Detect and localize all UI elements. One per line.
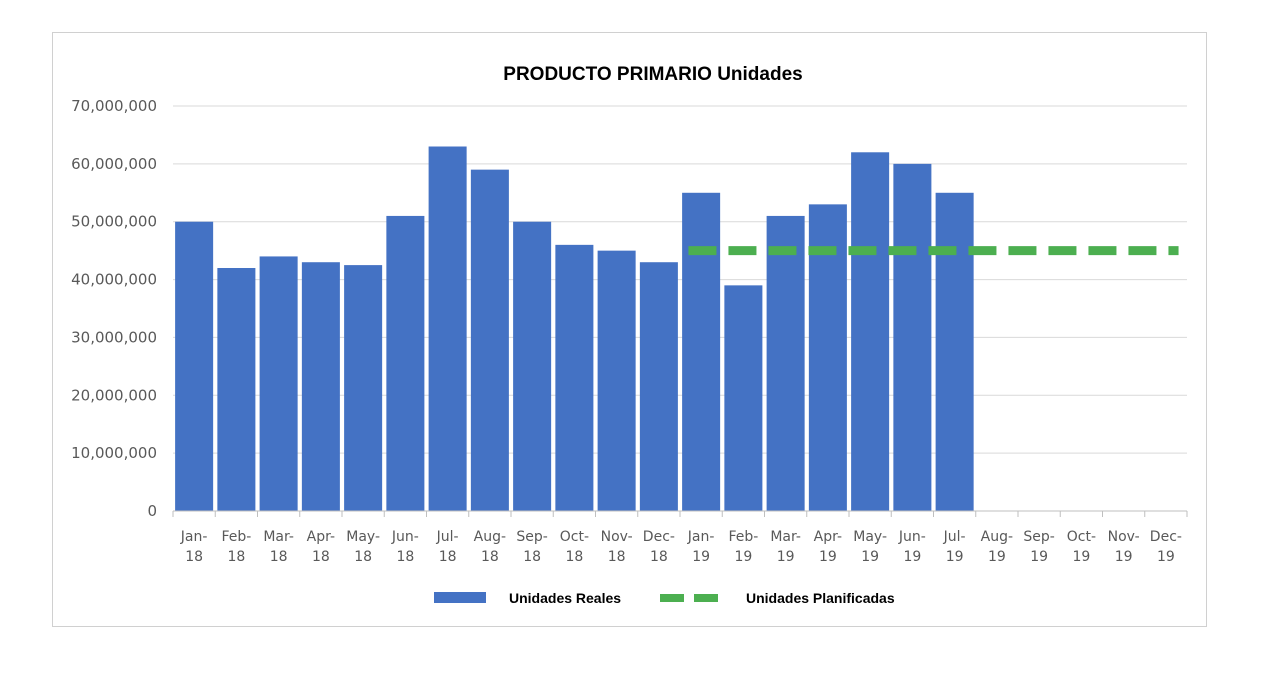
x-tick-label: Jan- (687, 529, 715, 545)
x-tick-label: 18 (270, 549, 288, 565)
x-tick-label: 19 (692, 549, 710, 565)
x-tick-label: Aug- (474, 529, 506, 545)
y-tick-label: 20,000,000 (71, 386, 157, 404)
x-tick-label: Jul- (943, 529, 966, 545)
bar (724, 285, 763, 511)
x-tick-label: Apr- (814, 529, 842, 545)
x-tick-label: 19 (988, 549, 1006, 565)
x-tick-label: 18 (227, 549, 245, 565)
x-tick-label: Oct- (1067, 529, 1096, 545)
y-tick-label: 0 (147, 502, 157, 520)
bar (935, 192, 974, 512)
bar (217, 268, 256, 511)
y-tick-label: 30,000,000 (71, 328, 157, 346)
legend-label-reales: Unidades Reales (509, 590, 621, 606)
chart-title: PRODUCTO PRIMARIO Unidades (503, 64, 802, 85)
x-tick-label: 19 (861, 549, 879, 565)
x-tick-label: Apr- (307, 529, 335, 545)
x-tick-label: 18 (523, 549, 541, 565)
bar (259, 256, 298, 511)
x-tick-label: Nov- (601, 529, 633, 545)
x-tick-label: 19 (1072, 549, 1090, 565)
bar (597, 250, 636, 511)
x-tick-label: Sep- (1023, 529, 1054, 545)
x-tick-label: Jun- (391, 529, 419, 545)
bar (682, 192, 721, 512)
x-tick-label: 18 (185, 549, 203, 565)
x-tick-label: Aug- (981, 529, 1013, 545)
x-tick-label: May- (346, 529, 380, 545)
x-tick-label: 18 (354, 549, 372, 565)
x-tick-label: Nov- (1108, 529, 1140, 545)
y-tick-label: 10,000,000 (71, 444, 157, 462)
x-tick-label: Mar- (263, 529, 294, 545)
x-tick-label: Jan- (180, 529, 208, 545)
y-tick-label: 40,000,000 (71, 271, 157, 289)
x-tick-label: Dec- (643, 529, 675, 545)
bar (893, 163, 932, 511)
x-tick-label: 18 (650, 549, 668, 565)
x-tick-label: Jun- (898, 529, 926, 545)
bar-series (175, 146, 974, 512)
x-tick-label: 19 (1115, 549, 1133, 565)
x-tick-label: Jul- (436, 529, 459, 545)
y-tick-label: 60,000,000 (71, 155, 157, 173)
bar (555, 244, 594, 511)
x-tick-label: 19 (819, 549, 837, 565)
x-tick-label: 19 (777, 549, 795, 565)
x-tick-label: Feb- (221, 529, 251, 545)
bar (175, 221, 214, 511)
x-tick-label: 19 (1157, 549, 1175, 565)
y-axis-ticks: 0 10,000,000 20,000,000 30,000,000 40,000,00… (71, 97, 157, 520)
x-axis: Jan- 18 Feb- 18 Mar- 18 Apr- 18 May- 18 Jun- 18 Jul-… (172, 510, 1188, 565)
bar (301, 262, 340, 511)
x-tick-label: 19 (1030, 549, 1048, 565)
x-tick-label: 18 (396, 549, 414, 565)
x-tick-label: Mar- (770, 529, 801, 545)
legend-swatch-reales (434, 592, 486, 603)
legend-label-planificadas: Unidades Planificadas (746, 590, 895, 606)
x-tick-label: Oct- (560, 529, 589, 545)
x-tick-label: 18 (481, 549, 499, 565)
bar (808, 204, 847, 511)
bar (513, 221, 552, 511)
bar (766, 215, 805, 511)
y-tick-label: 70,000,000 (71, 97, 157, 115)
x-tick-label: May- (853, 529, 887, 545)
x-tick-label: Sep- (516, 529, 547, 545)
bar (386, 215, 425, 511)
x-tick-label: Feb- (728, 529, 758, 545)
x-tick-label: 19 (903, 549, 921, 565)
x-tick-label: 19 (946, 549, 964, 565)
x-tick-label: 19 (734, 549, 752, 565)
y-tick-label: 50,000,000 (71, 213, 157, 231)
x-tick-label: 18 (312, 549, 330, 565)
bar (639, 262, 678, 511)
bar (851, 152, 890, 512)
x-tick-label: Dec- (1150, 529, 1182, 545)
x-tick-label: 18 (565, 549, 583, 565)
bar (428, 146, 467, 511)
x-tick-label: 18 (608, 549, 626, 565)
x-tick-label: 18 (439, 549, 457, 565)
legend: Unidades Reales Unidades Planificadas (434, 590, 895, 606)
bar (344, 265, 383, 511)
bar (470, 169, 509, 511)
